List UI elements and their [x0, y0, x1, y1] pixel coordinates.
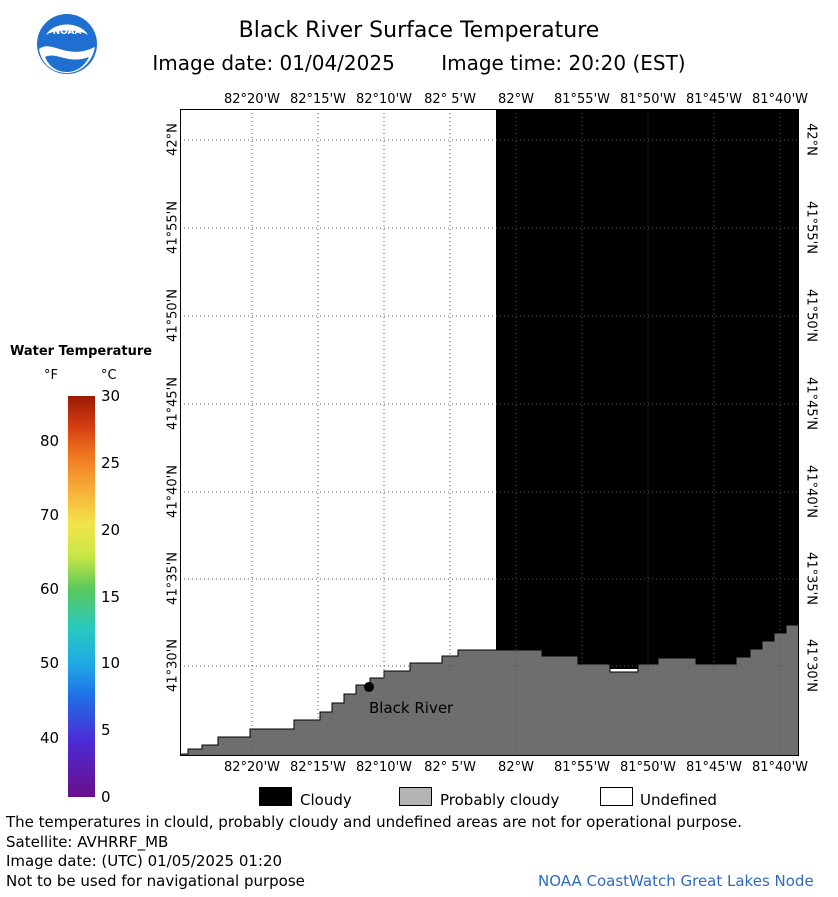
celsius-tick: 10	[101, 654, 121, 673]
lat-label-left: 41°45'N	[165, 377, 181, 430]
lon-label-bottom: 82°15'W	[289, 760, 347, 775]
lon-label-top: 81°50'W	[619, 92, 677, 107]
lat-label-right: 41°55'N	[803, 201, 819, 254]
logo-text: NOAA	[53, 27, 82, 37]
celsius-tick: 5	[101, 721, 111, 740]
lon-label-top: 82°10'W	[355, 92, 413, 107]
image-date: Image date: 01/04/2025	[152, 51, 395, 75]
noaa-logo: NOAA	[37, 14, 97, 74]
celsius-tick: 0	[101, 788, 111, 806]
legend-label-undefined: Undefined	[640, 791, 717, 809]
lon-label-bottom: 82°10'W	[355, 760, 413, 775]
credit-link[interactable]: NOAA CoastWatch Great Lakes Node	[538, 872, 814, 890]
fahrenheit-tick: 50	[40, 654, 60, 673]
utc-date-text: Image date: (UTC) 01/05/2025 01:20	[6, 852, 283, 870]
image-time: Image time: 20:20 (EST)	[441, 51, 686, 75]
fahrenheit-tick: 60	[40, 580, 60, 599]
lat-label-right: 41°50'N	[803, 289, 819, 342]
lat-label-right: 41°45'N	[803, 377, 819, 430]
celsius-tick: 25	[101, 453, 121, 472]
lat-label-left: 41°35'N	[165, 552, 181, 605]
unit-celsius: °C	[101, 368, 117, 383]
lon-label-top: 81°40'W	[751, 92, 809, 107]
image-datetime: Image date: 01/04/2025 Image time: 20:20…	[0, 51, 838, 75]
lat-label-left: 41°55'N	[165, 201, 181, 254]
lat-label-left: 42°N	[165, 123, 181, 156]
map-title: Black River Surface Temperature	[238, 18, 600, 43]
lon-label-top: 82°20'W	[223, 92, 281, 107]
unit-fahrenheit: °F	[44, 368, 58, 383]
lon-label-top: 82° 5'W	[424, 92, 476, 107]
lon-label-bottom: 82° 5'W	[424, 760, 476, 775]
colorbar-title: Water Temperature	[10, 344, 153, 359]
celsius-tick: 30	[101, 387, 121, 405]
black-river-label: Black River	[369, 699, 454, 717]
lat-label-right: 41°40'N	[803, 465, 819, 518]
lon-label-bottom: 81°55'W	[553, 760, 611, 775]
celsius-tick: 15	[101, 587, 121, 606]
land-area	[180, 624, 799, 756]
lon-label-top: 82°W	[498, 92, 534, 107]
lon-label-top: 81°55'W	[553, 92, 611, 107]
satellite-text: Satellite: AVHRRF_MB	[6, 833, 169, 851]
lat-label-right: 41°35'N	[803, 552, 819, 605]
lon-label-bottom: 81°40'W	[751, 760, 809, 775]
map-frame	[180, 109, 799, 756]
fahrenheit-tick: 70	[40, 505, 60, 524]
disclaimer-text: The temperatures in clould, probably clo…	[6, 813, 743, 831]
temperature-map: Black River	[180, 109, 799, 756]
navigation-warning: Not to be used for navigational purpose	[6, 872, 305, 890]
lon-label-bottom: 81°45'W	[685, 760, 743, 775]
lon-label-bottom: 82°20'W	[223, 760, 281, 775]
legend-label-cloudy: Cloudy	[300, 791, 352, 809]
black-river-marker	[364, 682, 374, 692]
fahrenheit-tick: 80	[40, 431, 60, 450]
lon-label-top: 82°15'W	[289, 92, 347, 107]
lat-label-right: 41°30'N	[803, 639, 819, 692]
lon-label-bottom: 81°50'W	[619, 760, 677, 775]
legend-swatch-cloudy	[259, 787, 292, 806]
celsius-tick: 20	[101, 520, 121, 539]
lat-label-left: 41°50'N	[165, 289, 181, 342]
legend-swatch-undefined	[600, 787, 633, 806]
legend-swatch-probably-cloudy	[399, 787, 432, 806]
lat-label-right: 42°N	[803, 123, 819, 156]
temperature-colorbar	[68, 396, 95, 797]
lat-label-left: 41°40'N	[165, 465, 181, 518]
lon-label-bottom: 82°W	[498, 760, 534, 775]
lon-label-top: 81°45'W	[685, 92, 743, 107]
legend-label-probably-cloudy: Probably cloudy	[440, 791, 560, 809]
lat-label-left: 41°30'N	[165, 639, 181, 692]
fahrenheit-tick: 40	[40, 728, 60, 747]
